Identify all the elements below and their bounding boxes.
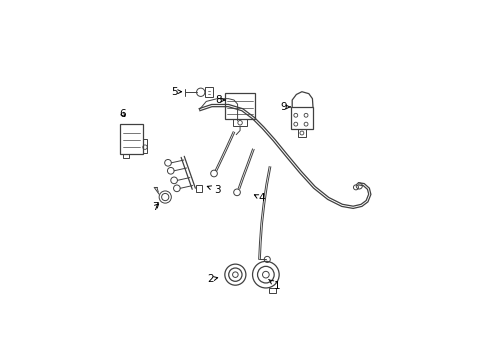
Bar	[297, 129, 305, 137]
Bar	[290, 107, 312, 129]
Text: 6: 6	[119, 109, 125, 119]
Text: 2: 2	[207, 274, 217, 284]
Bar	[142, 139, 147, 153]
Bar	[204, 87, 213, 97]
Text: 4: 4	[254, 193, 264, 203]
Bar	[268, 288, 276, 293]
Bar	[232, 120, 247, 126]
Bar	[224, 93, 255, 120]
Bar	[123, 154, 128, 158]
Text: 3: 3	[207, 185, 220, 195]
Text: 5: 5	[171, 87, 181, 97]
Text: 7: 7	[152, 202, 159, 212]
Bar	[120, 123, 142, 154]
Text: 8: 8	[215, 95, 224, 105]
Text: 1: 1	[268, 279, 280, 291]
Text: 9: 9	[280, 102, 289, 112]
Bar	[196, 185, 202, 192]
